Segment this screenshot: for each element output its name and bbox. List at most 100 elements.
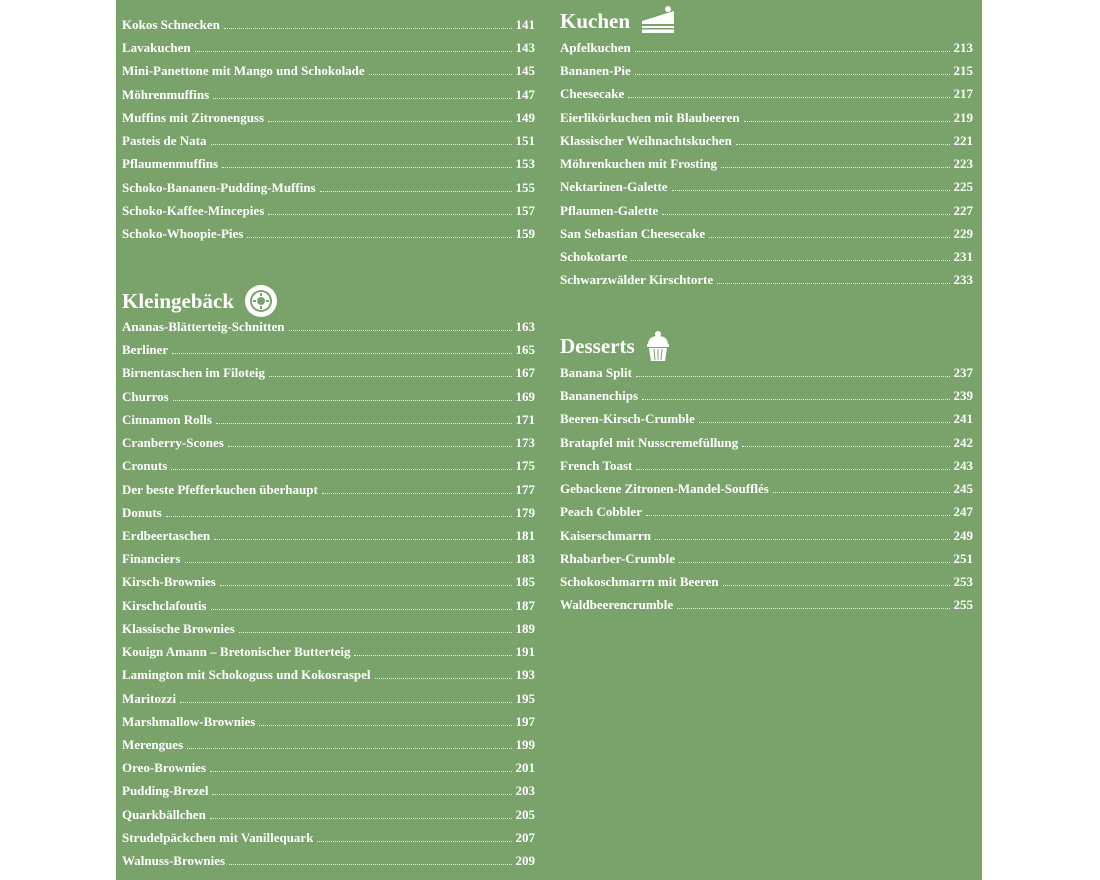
page-number: 225 <box>953 179 974 195</box>
index-entry: Pflaumenmuffins 153 <box>122 154 535 172</box>
index-entry: Financiers 183 <box>122 549 535 567</box>
page-number: 167 <box>515 365 536 381</box>
index-entry: Bananenchips 239 <box>560 386 973 404</box>
entry-name: Rhabarber-Crumble <box>560 550 676 566</box>
index-entry: Kaiserschmarrn 249 <box>560 526 973 544</box>
dot-leader <box>671 190 950 192</box>
entry-name: Maritozzi <box>122 690 177 706</box>
dot-leader <box>321 492 512 494</box>
entry-name: Mini-Panettone mit Mango und Schokolade <box>122 63 365 79</box>
dot-leader <box>227 446 512 448</box>
index-entry: Beeren-Kirsch-Crumble 241 <box>560 409 973 427</box>
page-number: 147 <box>515 86 536 102</box>
entry-name: Schoko-Bananen-Pudding-Muffins <box>122 179 316 195</box>
page-number: 215 <box>953 63 974 79</box>
page-number: 155 <box>515 179 536 195</box>
dot-leader <box>259 724 512 726</box>
dot-leader <box>268 213 512 215</box>
dot-leader <box>222 167 512 169</box>
dot-leader <box>194 51 512 53</box>
page-number: 209 <box>515 853 536 869</box>
page-number: 197 <box>515 713 536 729</box>
entry-name: Kaiserschmarrn <box>560 527 651 543</box>
dot-leader <box>677 608 950 610</box>
page-number: 249 <box>953 527 974 543</box>
page-number: 213 <box>953 40 974 55</box>
index-entry: Klassische Brownies 189 <box>122 619 535 637</box>
section-heading: Kuchen <box>560 5 678 37</box>
dot-leader <box>219 585 512 587</box>
page-number: 181 <box>515 527 536 543</box>
index-entry: Walnuss-Brownies 209 <box>122 851 535 869</box>
dot-leader <box>180 701 512 703</box>
entry-name: Berliner <box>122 342 169 358</box>
index-entry: Muffins mit Zitronenguss 149 <box>122 108 535 126</box>
page-number: 149 <box>515 109 536 125</box>
entry-name: Schoko-Kaffee-Mincepies <box>122 202 265 218</box>
index-entry: Waldbeerencrumble 255 <box>560 595 973 613</box>
page-number: 199 <box>515 736 536 752</box>
page-number: 241 <box>953 411 974 427</box>
dot-leader <box>212 794 512 796</box>
page-number: 221 <box>953 132 974 148</box>
entry-name: Eierlikörkuchen mit Blaubeeren <box>560 109 740 125</box>
page-number: 205 <box>515 806 536 822</box>
section-icon <box>244 284 278 318</box>
entry-name: Marshmallow-Brownies <box>122 713 256 729</box>
page-number: 237 <box>953 365 974 380</box>
page-number: 245 <box>953 481 974 497</box>
index-entry: Der beste Pfefferkuchen überhaupt 177 <box>122 480 535 498</box>
dot-leader <box>642 399 950 401</box>
index-entry: Peach Cobbler 247 <box>560 502 973 520</box>
page-number: 153 <box>515 156 536 172</box>
entry-name: Pflaumen-Galette <box>560 202 659 218</box>
entry-name: Pudding-Brezel <box>122 783 209 799</box>
index-entry: Banana Split 237 <box>560 363 973 381</box>
page-number: 157 <box>515 202 536 218</box>
page-number: 231 <box>953 248 974 264</box>
dot-leader <box>645 515 950 517</box>
page-number: 255 <box>953 597 974 613</box>
page-number: 242 <box>953 434 974 450</box>
index-entry: Berliner 165 <box>122 340 535 358</box>
entry-name: San Sebastian Cheesecake <box>560 225 706 241</box>
dot-leader <box>698 422 950 424</box>
index-entry: Cronuts 175 <box>122 456 535 474</box>
dot-leader <box>213 97 512 99</box>
entry-name: Schoko-Whoopie-Pies <box>122 225 244 241</box>
page-number: 185 <box>515 574 536 590</box>
entry-name: Der beste Pfefferkuchen überhaupt <box>122 481 318 497</box>
entry-name: Bananenchips <box>560 388 639 404</box>
entry-name: Klassischer Weihnachtskuchen <box>560 132 732 148</box>
dot-leader <box>210 771 512 773</box>
index-entry: Ananas-Blätterteig-Schnitten 163 <box>122 317 535 335</box>
index-entry: Strudelpäckchen mit Vanillequark 207 <box>122 828 535 846</box>
entry-name: Merengues <box>122 736 184 752</box>
index-entry: Schoko-Whoopie-Pies 159 <box>122 224 535 242</box>
dot-leader <box>210 144 512 146</box>
index-entry: Pasteis de Nata 151 <box>122 131 535 149</box>
entry-name: Kirsch-Brownies <box>122 574 216 590</box>
dot-leader <box>679 561 950 563</box>
dot-leader <box>288 330 512 331</box>
entry-name: Financiers <box>122 551 181 567</box>
index-entry: Pflaumen-Galette 227 <box>560 201 973 219</box>
index-entry: Donuts 179 <box>122 503 535 521</box>
index-entry: Bananen-Pie 215 <box>560 61 973 79</box>
dot-leader <box>662 213 950 215</box>
dot-leader <box>634 74 950 76</box>
index-entry: Möhrenmuffins 147 <box>122 85 535 103</box>
dot-leader <box>742 445 950 447</box>
dot-leader <box>772 492 950 494</box>
dot-leader <box>636 468 950 470</box>
section-heading: Desserts <box>560 330 671 362</box>
index-entry: Nektarinen-Galette 225 <box>560 177 973 195</box>
index-entry: Schokotarte 231 <box>560 247 973 265</box>
page-number: 217 <box>953 86 974 102</box>
entry-name: Banana Split <box>560 365 632 380</box>
entry-name: Quarkbällchen <box>122 806 206 822</box>
index-entry: Kouign Amann – Bretonischer Butterteig 19… <box>122 642 535 660</box>
dot-leader <box>187 747 512 749</box>
index-entry: Bratapfel mit Nusscremefüllung 242 <box>560 433 973 451</box>
dot-leader <box>184 562 512 564</box>
